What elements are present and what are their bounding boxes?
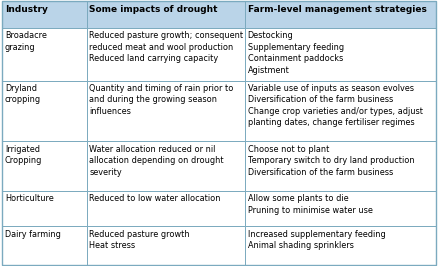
- Bar: [2, 1, 87, 28]
- Bar: [245, 142, 436, 191]
- Bar: [2, 191, 87, 226]
- Text: Irrigated
Cropping: Irrigated Cropping: [5, 145, 42, 165]
- Bar: [245, 28, 436, 81]
- Text: Water allocation reduced or nil
allocation depending on drought
severity: Water allocation reduced or nil allocati…: [89, 145, 224, 177]
- Bar: [87, 81, 245, 142]
- Bar: [87, 191, 245, 226]
- Text: Quantity and timing of rain prior to
and during the growing season
influences: Quantity and timing of rain prior to and…: [89, 84, 234, 116]
- Text: Reduced to low water allocation: Reduced to low water allocation: [89, 194, 221, 203]
- Bar: [245, 226, 436, 265]
- Text: Dairy farming: Dairy farming: [5, 230, 61, 239]
- Text: Reduced pasture growth; consequent
reduced meat and wool production
Reduced land: Reduced pasture growth; consequent reduc…: [89, 31, 244, 63]
- Bar: [87, 226, 245, 265]
- Text: Dryland
cropping: Dryland cropping: [5, 84, 41, 104]
- Bar: [87, 28, 245, 81]
- Text: Industry: Industry: [5, 5, 48, 14]
- Text: Horticulture: Horticulture: [5, 194, 53, 203]
- Bar: [87, 1, 245, 28]
- Text: Variable use of inputs as season evolves
Diversification of the farm business
Ch: Variable use of inputs as season evolves…: [247, 84, 423, 127]
- Text: Allow some plants to die
Pruning to minimise water use: Allow some plants to die Pruning to mini…: [247, 194, 373, 215]
- Bar: [87, 142, 245, 191]
- Text: Farm-level management strategies: Farm-level management strategies: [247, 5, 427, 14]
- Bar: [2, 81, 87, 142]
- Text: Some impacts of drought: Some impacts of drought: [89, 5, 218, 14]
- Bar: [245, 81, 436, 142]
- Bar: [245, 1, 436, 28]
- Text: Reduced pasture growth
Heat stress: Reduced pasture growth Heat stress: [89, 230, 190, 250]
- Bar: [2, 28, 87, 81]
- Text: Broadacre
grazing: Broadacre grazing: [5, 31, 47, 52]
- Text: Choose not to plant
Temporary switch to dry land production
Diversification of t: Choose not to plant Temporary switch to …: [247, 145, 414, 177]
- Bar: [2, 142, 87, 191]
- Bar: [2, 226, 87, 265]
- Text: Destocking
Supplementary feeding
Containment paddocks
Agistment: Destocking Supplementary feeding Contain…: [247, 31, 344, 75]
- Bar: [245, 191, 436, 226]
- Text: Increased supplementary feeding
Animal shading sprinklers: Increased supplementary feeding Animal s…: [247, 230, 385, 250]
